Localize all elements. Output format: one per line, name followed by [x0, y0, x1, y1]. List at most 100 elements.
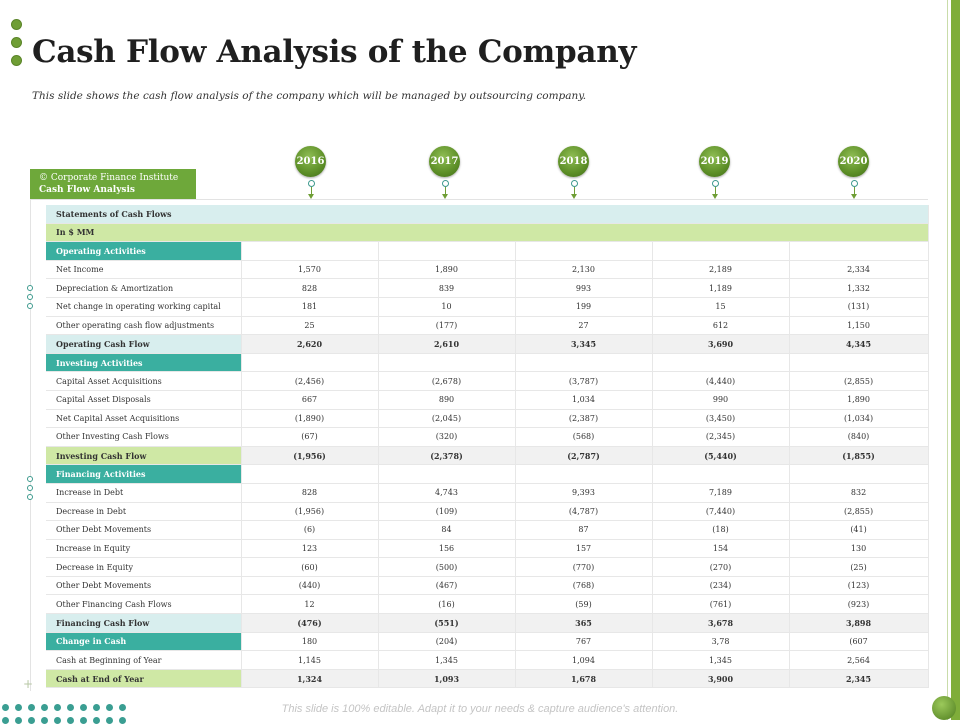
value-cell-2020	[789, 464, 929, 484]
value-cell-2017: 1,093	[378, 669, 516, 689]
value-cell-2018: (768)	[515, 576, 653, 596]
row-label: Net Capital Asset Acquisitions	[46, 409, 242, 429]
year-badge-2016: 2016	[295, 146, 326, 177]
value-cell-2020: (840)	[789, 427, 929, 447]
value-cell-2018: 87	[515, 520, 653, 540]
value-cell-2020: (123)	[789, 576, 929, 596]
value-cell-2016: 2,620	[241, 334, 379, 354]
value-cell-2019: (2,345)	[652, 427, 790, 447]
value-cell-2017: (320)	[378, 427, 516, 447]
value-cell-2016: (2,456)	[241, 371, 379, 391]
value-cell-2016	[241, 241, 379, 261]
value-cell-2016: (6)	[241, 520, 379, 540]
value-cell-2016: 25	[241, 316, 379, 336]
value-cell-2017: (109)	[378, 502, 516, 522]
table-row: Depreciation & Amortization 828 839 993 1,18…	[46, 278, 929, 298]
value-cell-2020: 130	[789, 539, 929, 559]
value-cell-2019: 3,690	[652, 334, 790, 354]
row-label: Other Debt Movements	[46, 520, 242, 540]
total-row: Financing Cash Flow (476) (551) 365 3,678 3,8…	[46, 613, 929, 633]
value-cell-2016	[241, 464, 379, 484]
row-label: Depreciation & Amortization	[46, 278, 242, 298]
row-label: Net change in operating working capital	[46, 297, 242, 317]
year-badge-2017: 2017	[429, 146, 460, 177]
table-row: Other Debt Movements (6) 84 87 (18) (41)	[46, 520, 929, 540]
row-label: Other operating cash flow adjustments	[46, 316, 242, 336]
value-cell-2019: 3,78	[652, 632, 790, 652]
value-cell-2017: 4,743	[378, 483, 516, 503]
value-cell-2017: 10	[378, 297, 516, 317]
year-badge-2020: 2020	[838, 146, 869, 177]
value-cell-2019: (761)	[652, 594, 790, 615]
plus-icon: +	[23, 677, 34, 691]
table-unit-row: In $ MM	[46, 223, 929, 243]
side-dots-decoration	[27, 285, 33, 312]
value-cell-2018: (4,787)	[515, 502, 653, 522]
value-cell-2017: 1,345	[378, 650, 516, 670]
value-cell-2016: 1,324	[241, 669, 379, 689]
value-cell-2020: (1,034)	[789, 409, 929, 429]
row-label: Operating Cash Flow	[46, 334, 242, 354]
value-cell-2019: 1,189	[652, 278, 790, 298]
value-cell-2018: 9,393	[515, 483, 653, 503]
row-label: Other Investing Cash Flows	[46, 427, 242, 447]
value-cell-2018: (2,387)	[515, 409, 653, 429]
value-cell-2016: (1,956)	[241, 446, 379, 466]
value-cell-2018: 3,345	[515, 334, 653, 354]
right-accent-bar	[951, 0, 960, 720]
value-cell-2020: (923)	[789, 594, 929, 615]
value-cell-2016: 181	[241, 297, 379, 317]
value-cell-2019: (7,440)	[652, 502, 790, 522]
value-cell-2017: 84	[378, 520, 516, 540]
value-cell-2020	[789, 353, 929, 373]
row-label: Operating Activities	[46, 241, 242, 261]
source-line-1: © Corporate Finance Institute	[39, 173, 179, 183]
value-cell-2016: 123	[241, 539, 379, 559]
value-cell-2018: 157	[515, 539, 653, 559]
value-cell-2019	[652, 241, 790, 261]
footer-note: This slide is 100% editable. Adapt it to…	[281, 703, 679, 715]
row-label: Financing Cash Flow	[46, 613, 242, 633]
table-row: Other Investing Cash Flows (67) (320) (568)…	[46, 427, 929, 447]
table-row: Cash at Beginning of Year 1,145 1,345 1,094…	[46, 650, 929, 670]
table-row: Net Income 1,570 1,890 2,130 2,189 2,334	[46, 260, 929, 280]
value-cell-2017: 1,890	[378, 260, 516, 280]
year-pointer-icon	[848, 180, 860, 200]
value-cell-2017: (2,678)	[378, 371, 516, 391]
total-row: Investing Cash Flow (1,956) (2,378) (2,787)…	[46, 446, 929, 466]
value-cell-2017: 156	[378, 539, 516, 559]
value-cell-2020: (131)	[789, 297, 929, 317]
value-cell-2017: (551)	[378, 613, 516, 633]
value-cell-2016: (67)	[241, 427, 379, 447]
value-cell-2018	[515, 241, 653, 261]
value-cell-2019: 7,189	[652, 483, 790, 503]
year-pointer-icon	[568, 180, 580, 200]
value-cell-2016: 1,145	[241, 650, 379, 670]
table-row: Decrease in Equity (60) (500) (770) (270) (25…	[46, 557, 929, 577]
row-label: Investing Cash Flow	[46, 446, 242, 466]
value-cell-2017: 890	[378, 390, 516, 410]
value-cell-2019	[652, 464, 790, 484]
value-cell-2018: (3,787)	[515, 371, 653, 391]
value-cell-2020: 2,345	[789, 669, 929, 689]
value-cell-2016	[241, 353, 379, 373]
row-label: Decrease in Equity	[46, 557, 242, 577]
table-row: Other Debt Movements (440) (467) (768) (234)…	[46, 576, 929, 596]
value-cell-2016: 12	[241, 594, 379, 615]
year-pointer-icon	[305, 180, 317, 200]
right-accent-line	[947, 0, 948, 720]
row-label: Increase in Debt	[46, 483, 242, 503]
value-cell-2016: 1,570	[241, 260, 379, 280]
value-cell-2020: 1,890	[789, 390, 929, 410]
value-cell-2016: 667	[241, 390, 379, 410]
value-cell-2018: (2,787)	[515, 446, 653, 466]
value-cell-2020: 2,334	[789, 260, 929, 280]
section-row: Operating Activities	[46, 241, 929, 261]
table-frame-left	[30, 199, 31, 691]
value-cell-2019: 1,345	[652, 650, 790, 670]
value-cell-2018: 993	[515, 278, 653, 298]
page-subtitle: This slide shows the cash flow analysis …	[32, 90, 587, 102]
value-cell-2020: (41)	[789, 520, 929, 540]
value-cell-2018: 1,094	[515, 650, 653, 670]
value-cell-2018: (59)	[515, 594, 653, 615]
